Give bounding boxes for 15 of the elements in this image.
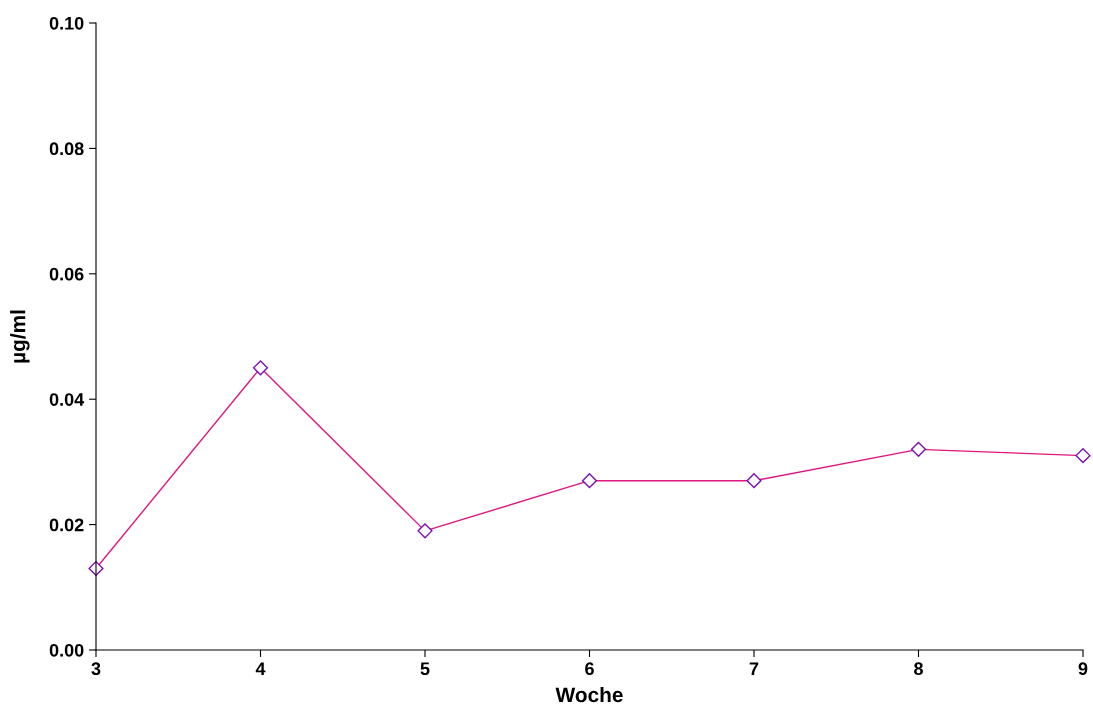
x-tick-label: 3 bbox=[91, 662, 101, 676]
x-tick-label: 6 bbox=[585, 662, 594, 676]
y-tick-label: 0.02 bbox=[49, 518, 84, 532]
x-tick-label: 7 bbox=[749, 662, 759, 675]
y-axis-title: µg/ml bbox=[10, 310, 30, 363]
y-tick-label: 0.04 bbox=[49, 393, 85, 406]
y-tick-label: 0.08 bbox=[49, 142, 84, 156]
x-tick-label: 9 bbox=[1078, 662, 1088, 676]
x-tick-label: 8 bbox=[914, 662, 923, 676]
y-tick-label: 0.06 bbox=[49, 267, 84, 281]
x-axis-title: Woche bbox=[555, 686, 623, 703]
x-tick-label: 5 bbox=[420, 662, 430, 676]
y-tick-label: 0.10 bbox=[49, 16, 84, 30]
x-tick-label: 4 bbox=[255, 662, 266, 675]
y-tick-label: 0.00 bbox=[49, 643, 84, 657]
